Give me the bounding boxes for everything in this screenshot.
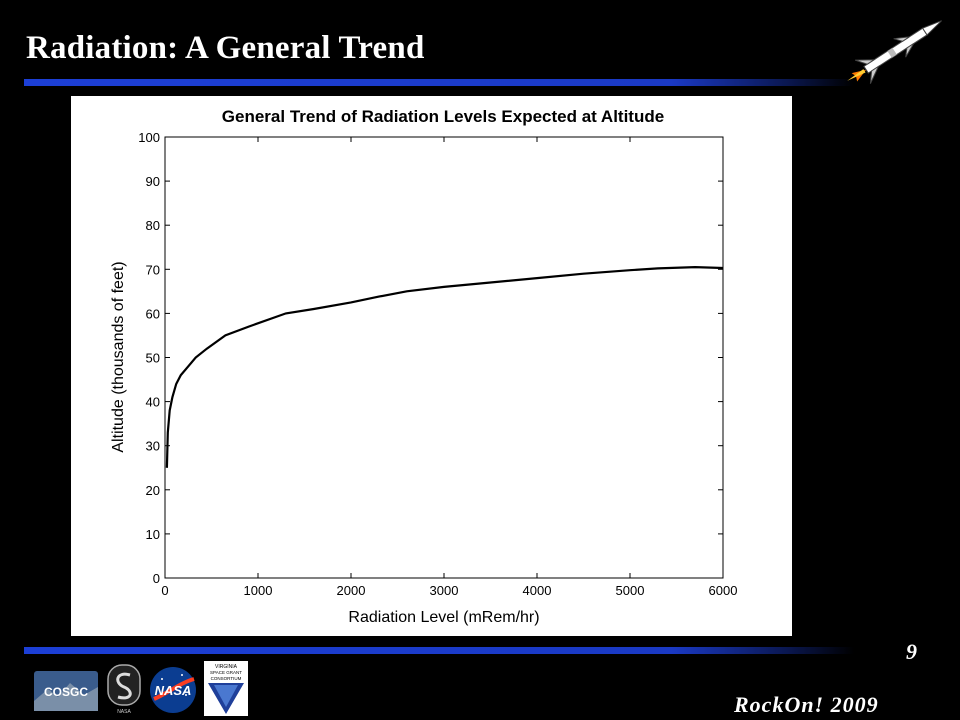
rocket-icon [847,20,942,84]
nasa-s-logo: NASA [107,664,141,715]
y-tick-label: 70 [146,262,160,277]
virginia-logo-text-3: CONSORTIUM [211,676,242,681]
cosgc-logo: COSGC [34,671,98,711]
y-tick-label: 0 [153,571,160,586]
nasa-meatball-logo: NASA [150,667,196,713]
x-tick-label: 6000 [709,583,738,598]
y-tick-label: 20 [146,483,160,498]
plot-frame [164,136,724,579]
x-axis-label: Radiation Level (mRem/hr) [348,609,539,626]
radiation-curve [165,265,724,468]
chart-title: General Trend of Radiation Levels Expect… [222,107,664,126]
radiation-chart: General Trend of Radiation Levels Expect… [110,107,738,626]
virginia-space-grant-logo: VIRGINIA SPACE GRANT CONSORTIUM [204,661,248,716]
footer-divider-bar [24,647,854,654]
slide-title: Radiation: A General Trend [26,30,425,66]
x-tick-label: 1000 [244,583,273,598]
y-tick-label: 90 [146,174,160,189]
nasa-s-logo-text: NASA [117,709,131,715]
sponsor-logos: COSGC NASA NASA VIRGINIA SPACE GRANT CON… [34,661,254,716]
x-tick-label: 2000 [337,583,366,598]
y-axis-label: Altitude (thousands of feet) [110,261,127,452]
virginia-logo-text-1: VIRGINIA [215,664,238,670]
title-divider-bar [24,79,854,86]
y-tick-label: 80 [146,218,160,233]
x-tick-label: 3000 [430,583,459,598]
x-tick-label: 5000 [616,583,645,598]
y-tick-label: 30 [146,439,160,454]
page-number: 9 [906,639,917,664]
x-tick-label: 0 [161,583,168,598]
chart-panel: General Trend of Radiation Levels Expect… [71,96,792,636]
y-tick-label: 40 [146,395,160,410]
footer-text: RockOn! 2009 [734,692,879,717]
cosgc-logo-text: COSGC [44,685,88,699]
virginia-logo-text-2: SPACE GRANT [210,670,242,675]
nasa-meatball-logo-text: NASA [155,683,192,698]
y-tick-label: 10 [146,527,160,542]
y-tick-label: 60 [146,306,160,321]
y-tick-label: 100 [138,130,160,145]
y-tick-label: 50 [146,351,160,366]
x-tick-label: 4000 [523,583,552,598]
